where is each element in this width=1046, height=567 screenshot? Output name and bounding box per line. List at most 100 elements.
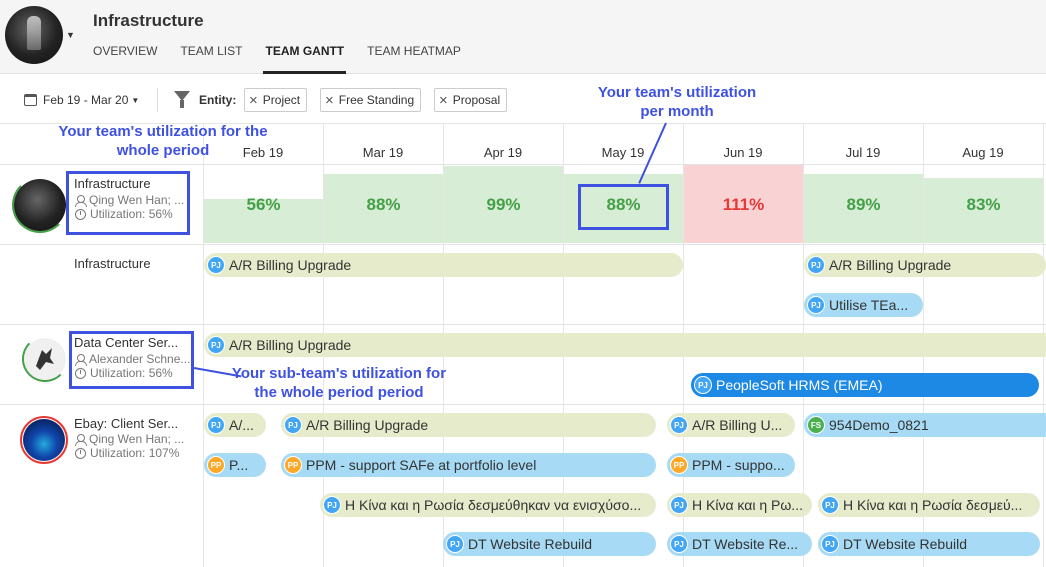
filter-chip-label: Project <box>262 93 301 107</box>
clock-icon <box>75 367 86 379</box>
utilization-cell[interactable]: 83% <box>924 165 1043 243</box>
team-name[interactable]: Infrastructure <box>74 176 151 191</box>
grid-line <box>203 124 204 567</box>
gantt-bar-label: Utilise TEa... <box>829 297 909 313</box>
gantt-bar-label: Η Κίνα και η Ρωσία δεσμεύθηκαν να ενισχύ… <box>345 497 642 513</box>
utilization-cell[interactable]: 89% <box>804 165 923 243</box>
gantt-bar-label: A/R Billing Upgrade <box>229 337 352 353</box>
utilization-percent: 111% <box>722 195 765 214</box>
proposal-badge: PP <box>284 456 302 474</box>
gantt-bar[interactable]: PJ PeopleSoft HRMS (EMEA) <box>691 373 1039 397</box>
calendar-icon <box>24 94 37 106</box>
header: ▼ Infrastructure OVERVIEW TEAM LIST TEAM… <box>0 0 1046 74</box>
proposal-badge: PP <box>207 456 225 474</box>
gantt-bar-label: DT Website Rebuild <box>843 536 967 552</box>
project-badge: PJ <box>207 256 225 274</box>
gantt-bar[interactable]: PJ DT Website Re... <box>667 532 812 556</box>
project-badge: PJ <box>670 535 688 553</box>
project-badge: PJ <box>670 416 688 434</box>
team-members: Qing Wen Han; ... <box>75 432 184 446</box>
utilization-percent: 88% <box>366 195 401 214</box>
gantt-bar-label: PPM - suppo... <box>692 457 785 473</box>
avatar <box>24 338 66 380</box>
month-header: May 19 <box>601 145 645 160</box>
annotation-per-month: Your team's utilization per month <box>597 84 757 120</box>
gantt-bar[interactable]: PP P... <box>204 453 266 477</box>
utilization-cell[interactable]: 56% <box>204 165 323 243</box>
team-utilization-label: Utilization: 56% <box>90 207 173 221</box>
tab-team-heatmap[interactable]: TEAM HEATMAP <box>367 44 461 58</box>
date-range-picker[interactable]: Feb 19 - Mar 20 ▼ <box>24 93 139 107</box>
date-range-label: Feb 19 - Mar 20 <box>43 93 129 107</box>
person-icon <box>75 353 87 366</box>
free-standing-badge: FS <box>807 416 825 434</box>
gantt-bar[interactable]: PJ Η Κίνα και η Ρω... <box>667 493 812 517</box>
page-title: Infrastructure <box>93 11 204 30</box>
row-divider <box>0 164 1046 165</box>
toolbar-divider <box>157 88 158 112</box>
close-icon[interactable]: × <box>249 91 258 109</box>
gantt-bar[interactable]: PJ A/R Billing U... <box>667 413 795 437</box>
project-badge: PJ <box>446 535 464 553</box>
close-icon[interactable]: × <box>325 91 334 109</box>
team-avatar[interactable] <box>5 6 63 64</box>
close-icon[interactable]: × <box>439 91 448 109</box>
project-badge: PJ <box>207 336 225 354</box>
filter-chip-label: Free Standing <box>338 93 415 107</box>
utilization-percent: 56% <box>246 195 281 214</box>
row-divider <box>0 244 1046 245</box>
gantt-bar[interactable]: PJ A/R Billing Upgrade <box>281 413 656 437</box>
row-divider <box>0 324 1046 325</box>
project-badge: PJ <box>821 496 839 514</box>
utilization-percent: 89% <box>846 195 881 214</box>
filter-chip-free-standing[interactable]: × Free Standing <box>320 88 422 112</box>
month-header: Apr 19 <box>483 145 523 160</box>
annotation-whole-period: Your team's utilization for the whole pe… <box>58 123 268 159</box>
utilization-cell[interactable]: 88% <box>324 165 443 243</box>
gantt-bar[interactable]: FS 954Demo_0821 <box>804 413 1046 437</box>
gantt-bar[interactable]: PJ A/R Billing Upgrade <box>804 253 1046 277</box>
project-badge: PJ <box>670 496 688 514</box>
gantt-bar[interactable]: PJ Utilise TEa... <box>804 293 923 317</box>
annotation-box <box>69 331 194 389</box>
project-badge: PJ <box>207 416 225 434</box>
gantt-bar-label: PeopleSoft HRMS (EMEA) <box>716 377 883 393</box>
gantt-bar[interactable]: PJ DT Website Rebuild <box>818 532 1040 556</box>
gantt-bar[interactable]: PJ A/R Billing Upgrade <box>204 333 1046 357</box>
gantt-bar[interactable]: PJ DT Website Rebuild <box>443 532 656 556</box>
gantt-bar[interactable]: PJ Η Κίνα και η Ρωσία δεσμεύθηκαν να ενισ… <box>320 493 656 517</box>
gantt-bar[interactable]: PJ A/... <box>204 413 266 437</box>
tab-team-list[interactable]: TEAM LIST <box>180 44 243 58</box>
utilization-cell[interactable]: 99% <box>444 165 563 243</box>
utilization-fill <box>204 199 323 243</box>
entity-label: Entity: <box>199 93 237 107</box>
filter-chip-project[interactable]: × Project <box>244 88 308 112</box>
gantt-bar-label: A/R Billing Upgrade <box>229 257 352 273</box>
team-switcher-caret-icon[interactable]: ▼ <box>66 30 75 40</box>
utilization-percent: 99% <box>486 195 521 214</box>
tab-team-gantt[interactable]: TEAM GANTT <box>263 43 346 74</box>
filter-chip-proposal[interactable]: × Proposal <box>434 88 508 112</box>
team-members: Qing Wen Han; ... <box>75 193 184 207</box>
team-utilization: Utilization: 56% <box>75 366 173 380</box>
group-label: Infrastructure <box>74 256 151 271</box>
gantt-bar-label: PPM - support SAFe at portfolio level <box>306 457 537 473</box>
avatar <box>23 419 65 461</box>
filter-icon[interactable] <box>174 91 190 108</box>
gantt-bar[interactable]: PJ Η Κίνα και η Ρωσία δεσμεύ... <box>818 493 1040 517</box>
utilization-cell[interactable]: 111% <box>684 165 803 243</box>
utilization-fill <box>804 174 923 243</box>
utilization-fill <box>324 174 443 243</box>
annotation-box <box>578 184 669 230</box>
team-name[interactable]: Data Center Ser... <box>74 335 179 350</box>
gantt-bar[interactable]: PP PPM - support SAFe at portfolio level <box>281 453 656 477</box>
gantt-bar-label: Η Κίνα και η Ρωσία δεσμεύ... <box>843 497 1023 513</box>
utilization-fill <box>684 165 803 243</box>
gantt-bar-label: 954Demo_0821 <box>829 417 929 433</box>
tab-overview[interactable]: OVERVIEW <box>93 44 158 58</box>
gantt-bar[interactable]: PJ A/R Billing Upgrade <box>204 253 683 277</box>
gantt-bar[interactable]: PP PPM - suppo... <box>667 453 795 477</box>
toolbar: Feb 19 - Mar 20 ▼ Entity: × Project × Fr… <box>0 74 1046 124</box>
gantt-bar-label: Η Κίνα και η Ρω... <box>692 497 803 513</box>
team-name[interactable]: Ebay: Client Ser... <box>74 416 179 431</box>
